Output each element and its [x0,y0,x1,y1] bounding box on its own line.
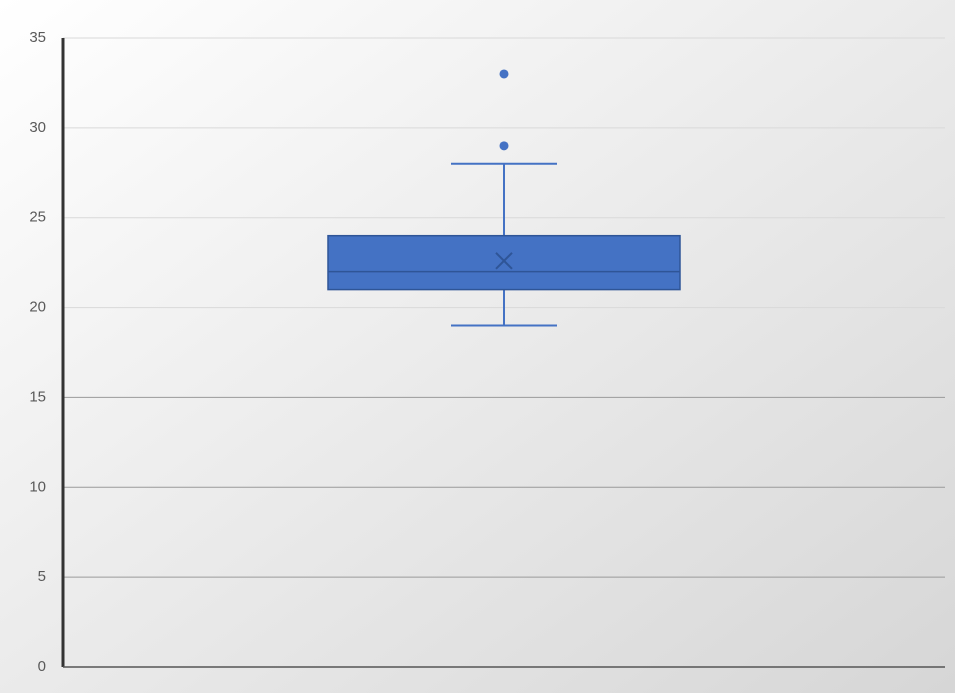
y-tick-label: 25 [29,209,46,226]
y-tick-label: 0 [38,658,46,675]
y-tick-label: 20 [29,299,46,316]
y-tick-label: 30 [29,119,46,136]
outlier [499,141,509,151]
y-tick-label: 10 [29,478,46,495]
box [327,234,681,291]
y-tick-label: 35 [29,29,46,46]
y-tick-label: 15 [29,388,46,405]
y-tick-label: 5 [38,568,46,585]
outlier [499,69,509,79]
mean-marker [495,252,513,270]
